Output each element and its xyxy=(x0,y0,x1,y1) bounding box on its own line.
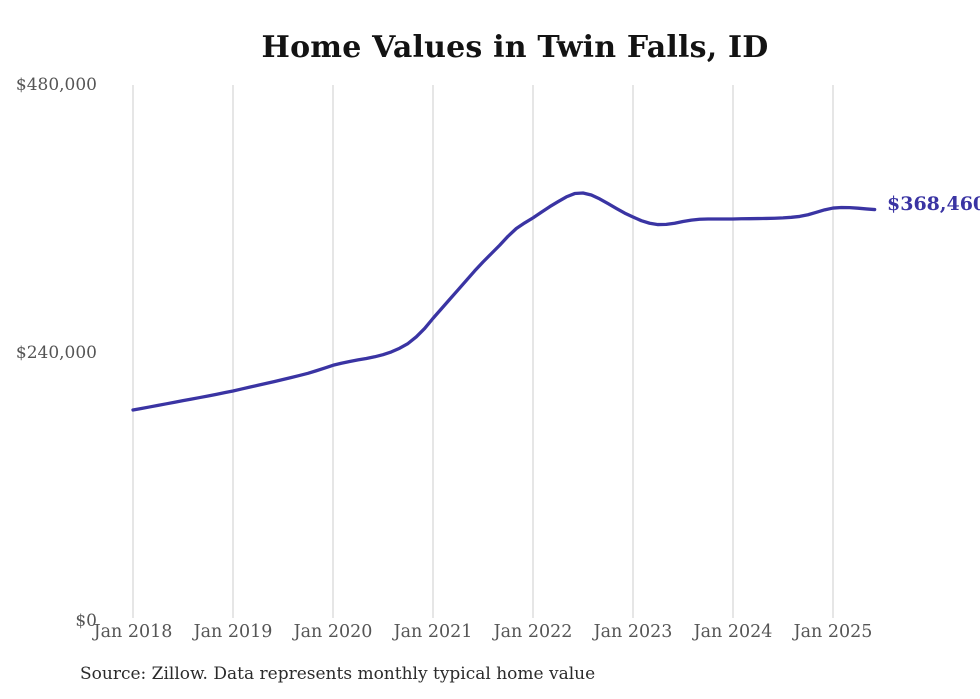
source-note: Source: Zillow. Data represents monthly … xyxy=(80,664,596,684)
home-value-line xyxy=(131,191,877,412)
y-tick-0: $0 xyxy=(75,611,97,631)
y-tick-480000: $480,000 xyxy=(15,75,97,95)
x-tick-jan-2020: Jan 2020 xyxy=(293,622,373,642)
x-tick-jan-2023: Jan 2023 xyxy=(593,622,673,642)
latest-value-label: $368,460 xyxy=(887,193,980,215)
chart-title: Home Values in Twin Falls, ID xyxy=(261,30,769,65)
x-tick-jan-2025: Jan 2025 xyxy=(793,622,873,642)
x-tick-jan-2021: Jan 2021 xyxy=(393,622,473,642)
x-tick-jan-2019: Jan 2019 xyxy=(193,622,273,642)
x-tick-jan-2022: Jan 2022 xyxy=(493,622,573,642)
x-tick-jan-2024: Jan 2024 xyxy=(693,622,773,642)
x-tick-jan-2018: Jan 2018 xyxy=(93,622,173,642)
y-tick-240000: $240,000 xyxy=(15,343,97,363)
